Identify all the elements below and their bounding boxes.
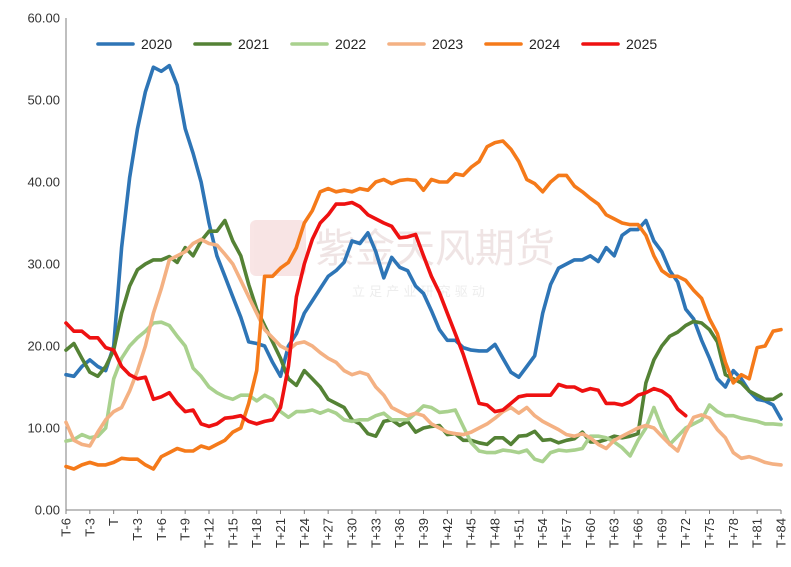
x-tick-label: T+18 — [249, 518, 264, 548]
y-tick-label: 10.00 — [27, 421, 60, 436]
x-tick-label: T+75 — [702, 518, 717, 548]
y-tick-label: 50.00 — [27, 93, 60, 108]
x-tick-label: T+54 — [535, 518, 550, 548]
watermark-logo-icon — [250, 220, 306, 276]
series-lines — [64, 63, 783, 471]
x-tick-label: T+63 — [607, 518, 622, 548]
watermark-sub-text: 立 足 产 业 研 究 驱 动 — [352, 285, 485, 300]
series-line-2025 — [64, 200, 688, 429]
series-line-2024 — [64, 139, 783, 471]
y-tick-label: 30.00 — [27, 257, 60, 272]
watermark-main-text: 紫金天风期货 — [315, 226, 555, 272]
x-tick-label: T+12 — [202, 518, 217, 548]
x-tick-label: T+45 — [464, 518, 479, 548]
y-tick-label: 40.00 — [27, 175, 60, 190]
x-tick-label: T+27 — [321, 518, 336, 548]
x-tick-label: T+69 — [654, 518, 669, 548]
x-tick-label: T+21 — [273, 518, 288, 548]
x-tick-label: T+72 — [678, 518, 693, 548]
legend-label-2020: 2020 — [141, 36, 172, 52]
x-tick-label: T+78 — [726, 518, 741, 548]
x-tick-label: T+66 — [631, 518, 646, 548]
x-tick-label: T+84 — [774, 518, 789, 548]
x-tick-label: T-6 — [59, 518, 74, 537]
x-tick-label: T+33 — [368, 518, 383, 548]
legend-label-2022: 2022 — [335, 36, 366, 52]
legend-label-2025: 2025 — [626, 36, 657, 52]
x-tick-label: T+36 — [392, 518, 407, 548]
x-tick-label: T+57 — [559, 518, 574, 548]
legend-label-2024: 2024 — [529, 36, 560, 52]
x-tick-label: T — [106, 518, 121, 526]
y-tick-label: 20.00 — [27, 339, 60, 354]
x-tick-label: T+9 — [178, 518, 193, 541]
y-axis-ticks: 0.00 10.00 20.00 30.00 40.00 50.00 60.00 — [27, 11, 60, 518]
series-line-2023 — [64, 237, 783, 467]
legend-label-2021: 2021 — [238, 36, 269, 52]
x-axis-ticks: T-6 T-3 T T+3 T+6 T+9 T+12 T+15 T+18 T+21 T+24 T+27… — [59, 510, 789, 548]
x-tick-label: T+6 — [154, 518, 169, 541]
x-tick-label: T-3 — [82, 518, 97, 537]
series-line-2020 — [64, 63, 783, 421]
x-tick-label: T+48 — [488, 518, 503, 548]
legend: 2020 2021 2022 2023 2024 2025 — [96, 36, 657, 52]
x-tick-label: T+30 — [345, 518, 360, 548]
x-tick-label: T+81 — [750, 518, 765, 548]
x-tick-label: T+3 — [130, 518, 145, 541]
x-tick-label: T+24 — [297, 518, 312, 548]
watermark: 紫金天风期货 立 足 产 业 研 究 驱 动 — [250, 220, 555, 300]
series-line-2022 — [64, 320, 783, 464]
x-tick-label: T+15 — [225, 518, 240, 548]
x-tick-label: T+42 — [440, 518, 455, 548]
x-tick-label: T+51 — [511, 518, 526, 548]
y-tick-label: 0.00 — [35, 503, 60, 518]
y-tick-label: 60.00 — [27, 11, 60, 26]
series-line-2021 — [64, 218, 783, 447]
x-tick-label: T+60 — [583, 518, 598, 548]
x-tick-label: T+39 — [416, 518, 431, 548]
legend-label-2023: 2023 — [432, 36, 463, 52]
